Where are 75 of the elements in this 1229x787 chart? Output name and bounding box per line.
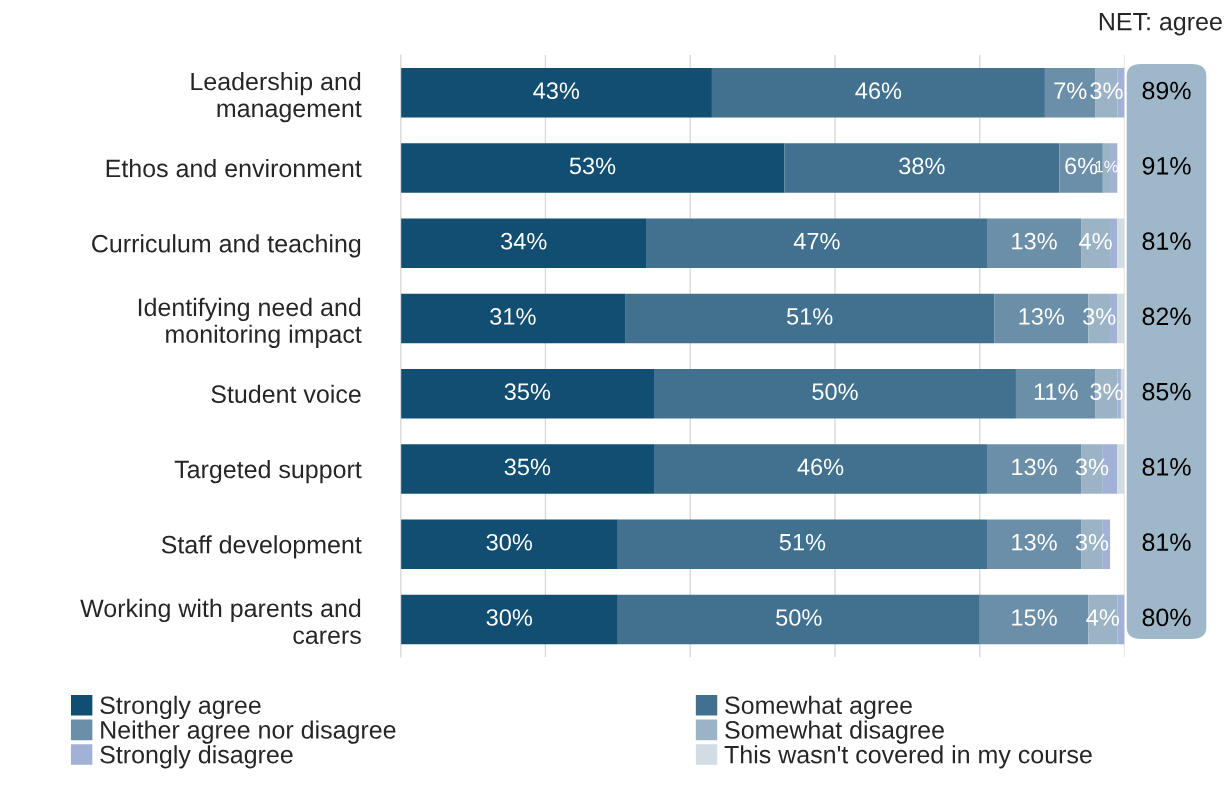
data-label: 15%: [1012, 609, 1057, 626]
data-label: 51%: [786, 308, 833, 325]
bar: [711, 67, 1045, 118]
data-label: 50%: [776, 609, 822, 626]
bar: [1117, 218, 1125, 269]
data-label: 13%: [1012, 458, 1057, 476]
bar: [400, 594, 618, 645]
bar: [1117, 594, 1125, 645]
data-label: 47%: [793, 232, 840, 250]
legend-label: Somewhat disagree: [725, 720, 944, 744]
text: 80%: [1142, 608, 1191, 627]
bar: [400, 218, 647, 269]
bar: [1110, 218, 1118, 269]
bar: [646, 218, 987, 269]
data-label: 35%: [504, 458, 551, 476]
data-label: 3%: [1090, 82, 1123, 100]
data-label: 46%: [855, 82, 902, 100]
legend-label: Somewhat agree: [725, 695, 912, 720]
data-label: 13%: [1019, 308, 1065, 325]
bar: [400, 67, 712, 118]
legend-label: This wasn't covered in my course: [724, 745, 1092, 769]
data-label: 31%: [490, 308, 536, 325]
y-tick-label: Leadership and management: [191, 72, 362, 123]
bar: [1117, 293, 1125, 344]
data-label: 38%: [899, 157, 945, 175]
data-label: 50%: [812, 383, 858, 401]
y-tick-label: Targeted support: [174, 459, 362, 484]
bar: [1081, 218, 1111, 269]
bar: [400, 143, 785, 193]
text: 89%: [1142, 81, 1191, 100]
bar: [654, 444, 987, 494]
y-tick-label: Staff development: [161, 535, 362, 559]
bar: [1117, 444, 1125, 494]
data-label: 3%: [1083, 308, 1116, 325]
data-label: 7%: [1054, 82, 1087, 99]
bar: [654, 368, 1016, 419]
bar: [784, 143, 1060, 193]
data-label: 13%: [1012, 533, 1057, 551]
bar: [400, 293, 626, 344]
text: 81%: [1142, 533, 1191, 551]
y-tick-label: Working with parents and carers: [80, 598, 361, 645]
data-label: 3%: [1075, 458, 1109, 476]
data-label: 51%: [779, 533, 826, 551]
y-tick-label: Ethos and environment: [106, 158, 362, 178]
legend-label: Neither agree nor disagree: [101, 720, 396, 744]
data-label: 46%: [797, 458, 844, 476]
legend-label: Strongly agree: [100, 695, 261, 720]
bar: [400, 444, 655, 494]
data-label: 53%: [569, 157, 616, 175]
bar: [617, 594, 980, 645]
data-label: 3%: [1090, 383, 1123, 401]
bar: [400, 368, 655, 419]
data-label: 4%: [1079, 232, 1112, 250]
data-label: 34%: [500, 232, 547, 250]
bar: [617, 519, 987, 570]
bar: [625, 293, 995, 344]
y-tick-label: Curriculum and teaching: [92, 234, 361, 258]
bar: [400, 519, 618, 570]
data-label: 11%: [1034, 383, 1078, 400]
legend-label: Strongly disagree: [100, 745, 293, 769]
data-label: 43%: [533, 82, 580, 100]
text: 81%: [1142, 232, 1191, 250]
data-label: 30%: [486, 609, 533, 626]
data-label: 3%: [1075, 533, 1109, 551]
data-label: 30%: [486, 533, 533, 551]
text: 81%: [1142, 458, 1191, 476]
text: 85%: [1142, 382, 1191, 401]
y-tick-label: Student voice: [211, 384, 361, 404]
y-tick-label: Identifying need and monitoring impact: [138, 297, 362, 349]
text: 82%: [1142, 307, 1191, 326]
data-label: 13%: [1012, 232, 1057, 250]
text: 91%: [1142, 156, 1191, 175]
text: NET: agree: [1099, 13, 1222, 36]
data-label: 35%: [504, 383, 551, 401]
data-label: 4%: [1086, 609, 1120, 626]
